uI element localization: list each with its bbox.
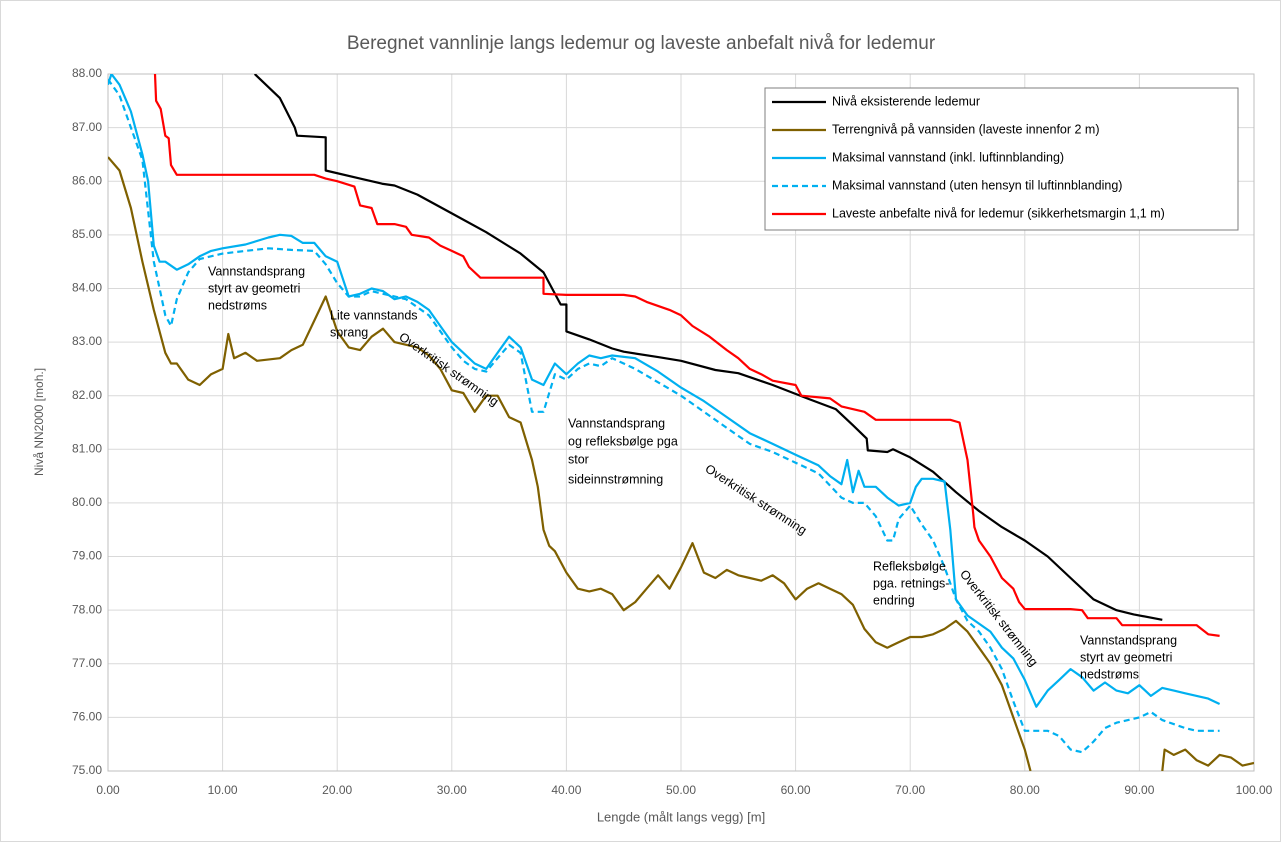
series-line: [108, 156, 1254, 771]
x-tick-label: 80.00: [1010, 783, 1040, 797]
series-line: [253, 74, 1163, 621]
legend-label: Nivå eksisterende ledemur: [832, 94, 980, 108]
y-tick-label: 88.00: [72, 66, 102, 80]
annotation: Refleksbølge: [873, 559, 946, 573]
y-tick-label: 75.00: [72, 763, 102, 777]
y-tick-label: 76.00: [72, 710, 102, 724]
y-tick-label: 81.00: [72, 441, 102, 455]
x-tick-label: 0.00: [96, 783, 120, 797]
annotation: endring: [873, 593, 915, 607]
annotation: styrt av geometri: [1080, 650, 1172, 664]
legend-label: Maksimal vannstand (uten hensyn til luft…: [832, 178, 1122, 192]
legend: Nivå eksisterende ledemur Terrengnivå på …: [764, 87, 1239, 231]
y-axis-label: Nivå NN2000 [moh.]: [32, 368, 46, 476]
grid: 75.00 76.00 77.00 78.00 79.00 80.00 81.00 82.00…: [72, 66, 1273, 797]
annotation: styrt av geometri: [208, 281, 300, 295]
annotation: Vannstandsprang: [208, 264, 305, 278]
annotation: og refleksbølge pga: [568, 434, 678, 448]
y-tick-label: 86.00: [72, 173, 102, 187]
annotation: nedstrøms: [1080, 667, 1139, 681]
annotation: Vannstandsprang: [568, 416, 665, 430]
legend-label: Terrengnivå på vannsiden (laveste innenf…: [832, 122, 1100, 136]
annotation: stor: [568, 452, 589, 466]
chart-title: Beregnet vannlinje langs ledemur og lave…: [347, 33, 936, 54]
annotation: Vannstandsprang: [1080, 633, 1177, 647]
annotation: Lite vannstands: [330, 308, 418, 322]
x-axis-label: Lengde (målt langs vegg) [m]: [597, 809, 765, 824]
plot-frame: [107, 73, 1255, 772]
plot-lines: [108, 74, 1254, 771]
series-line: [108, 74, 1221, 708]
annotation: sprang: [330, 325, 368, 339]
y-tick-label: 78.00: [72, 602, 102, 616]
series-line: [108, 78, 1220, 754]
y-tick-label: 84.00: [72, 281, 102, 295]
x-tick-label: 50.00: [666, 783, 696, 797]
legend-box: [764, 87, 1239, 231]
y-tick-label: 83.00: [72, 334, 102, 348]
y-tick-label: 82.00: [72, 388, 102, 402]
legend-label: Maksimal vannstand (inkl. luftinnblandin…: [832, 150, 1064, 164]
x-tick-label: 60.00: [781, 783, 811, 797]
series-line: [153, 74, 1220, 637]
legend-label: Laveste anbefalte nivå for ledemur (sikk…: [832, 206, 1165, 220]
x-tick-label: 40.00: [551, 783, 581, 797]
x-tick-label: 30.00: [437, 783, 467, 797]
x-tick-label: 100.00: [1236, 783, 1273, 797]
y-tick-label: 85.00: [72, 227, 102, 241]
annotation: nedstrøms: [208, 298, 267, 312]
annotation: sideinnstrømning: [568, 472, 663, 486]
y-tick-label: 79.00: [72, 549, 102, 563]
x-tick-label: 20.00: [322, 783, 352, 797]
y-tick-label: 87.00: [72, 120, 102, 134]
x-tick-label: 10.00: [208, 783, 238, 797]
y-tick-label: 77.00: [72, 656, 102, 670]
annotation: pga. retnings-: [873, 576, 949, 590]
x-tick-label: 90.00: [1124, 783, 1154, 797]
x-tick-label: 70.00: [895, 783, 925, 797]
y-tick-label: 80.00: [72, 495, 102, 509]
